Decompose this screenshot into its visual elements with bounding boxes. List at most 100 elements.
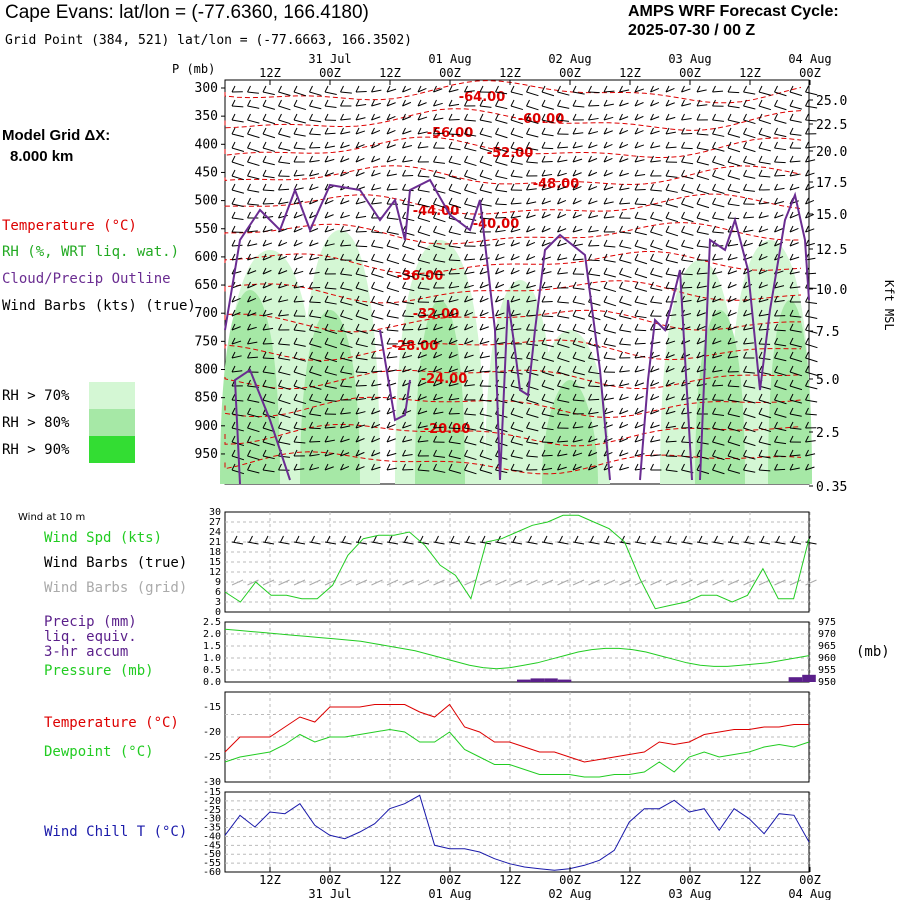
wind-barb-flag <box>510 379 515 387</box>
wind-barb <box>247 399 260 403</box>
wind-barb <box>309 329 322 334</box>
wind-barb-grid <box>665 579 678 586</box>
wind-barb <box>278 188 290 191</box>
wind-barb <box>479 161 493 167</box>
wind-barb <box>417 354 427 359</box>
wind-barb-flag <box>262 281 267 289</box>
wind-barb-flag <box>619 155 623 163</box>
wind-barb-flag <box>324 169 329 177</box>
wind-barb-true-flag <box>311 535 315 543</box>
wind-barb <box>665 273 678 277</box>
wind-barb <box>774 214 784 219</box>
wind-barb <box>340 371 353 375</box>
wind-barb <box>479 203 492 207</box>
wind-barb-flag <box>712 155 716 163</box>
wind-barb <box>479 105 492 108</box>
wind-barb-flag <box>789 127 794 135</box>
wind-barb-flag <box>634 267 639 275</box>
wind-barb-flag <box>681 421 685 429</box>
wind-barb <box>588 131 599 135</box>
wind-speed-tick-label: 12 <box>209 567 221 578</box>
wind-barb-flag <box>402 323 406 331</box>
wind-barb-flag <box>309 449 313 457</box>
wind-barb-flag <box>371 183 375 191</box>
wind-barb <box>464 311 474 317</box>
wind-barb-flag <box>805 309 809 317</box>
wind-barb <box>402 287 415 292</box>
wind-barb <box>588 91 600 94</box>
wind-barb <box>526 188 537 191</box>
wind-barb <box>572 426 584 429</box>
wind-barb-flag <box>805 421 809 429</box>
wind-barb <box>588 398 600 401</box>
wind-barb-grid <box>309 579 321 586</box>
wind-barb-flag <box>743 379 747 387</box>
windchill-tick-label: -55 <box>203 858 221 869</box>
wind-barb-flag <box>278 421 282 429</box>
precip-tick-label: 0.0 <box>203 677 221 688</box>
wind-barb-flag <box>464 141 468 149</box>
wind-barb-flag <box>293 281 298 289</box>
wind-barb <box>572 301 585 305</box>
wind-barb-flag <box>789 85 794 93</box>
wind-barb <box>634 342 646 345</box>
wind-barb-flag <box>464 197 468 205</box>
wind-barb <box>650 231 663 237</box>
wind-barb <box>433 340 443 345</box>
wind-barb-true-flag <box>714 535 718 543</box>
wind-barb-flag <box>355 407 360 415</box>
wind-barb-flag <box>510 295 515 303</box>
wind-barb-flag <box>464 407 468 415</box>
wind-barb-flag <box>696 407 701 415</box>
wind-barb-flag <box>293 365 298 373</box>
wind-barb <box>712 427 725 431</box>
wind-barb-flag <box>386 127 391 135</box>
wind-barb-grid <box>712 579 724 586</box>
wind-barb <box>324 343 338 349</box>
wind-barb <box>262 284 272 289</box>
wind-barb <box>309 385 322 390</box>
wind-barb-flag <box>247 449 251 457</box>
height-tick-label: 17.5 <box>816 176 847 191</box>
wind-barb <box>510 255 520 261</box>
wind-barb-flag <box>634 449 639 457</box>
pressure-line <box>224 628 810 670</box>
wind-barb-flag <box>278 155 282 163</box>
wind-barb-flag <box>696 127 701 135</box>
wind-barb-flag <box>557 295 561 303</box>
wind-barb <box>495 216 507 219</box>
wind-barb <box>727 399 740 403</box>
wind-barb-flag <box>665 295 670 303</box>
wind-barb <box>743 312 753 317</box>
wind-barb-flag <box>588 211 592 219</box>
wind-barb-true <box>464 541 476 545</box>
wind-barb <box>324 145 335 149</box>
wind-barb-flag <box>572 197 577 205</box>
wind-barb <box>758 371 771 375</box>
wind-barb <box>789 385 803 391</box>
wind-barb <box>805 186 815 191</box>
wind-barb-flag <box>712 169 716 177</box>
wind-barb-flag <box>464 379 468 387</box>
wind-barb <box>712 231 724 234</box>
wind-barb <box>464 161 477 167</box>
wind-barb <box>231 203 244 207</box>
wind-barb <box>402 315 414 318</box>
wind-barb <box>278 413 291 419</box>
wind-barb <box>247 147 260 153</box>
wind-barb <box>603 397 614 401</box>
wind-barb-flag <box>386 295 391 303</box>
wind-barb <box>293 147 306 150</box>
wind-barb-flag <box>789 141 794 149</box>
time-axis-top-hour-label: 00Z <box>319 66 341 80</box>
wind-barb-true <box>510 541 523 545</box>
wind-barb <box>293 385 307 391</box>
wind-barb <box>650 217 663 222</box>
wind-barb <box>309 467 320 471</box>
wind-barb-flag <box>681 463 685 471</box>
wind-barb <box>371 301 384 307</box>
wind-barb <box>681 286 693 289</box>
wind-barb-flag <box>805 155 809 163</box>
wind-barb-true-flag <box>249 535 253 543</box>
wind-barb-flag <box>789 407 794 415</box>
